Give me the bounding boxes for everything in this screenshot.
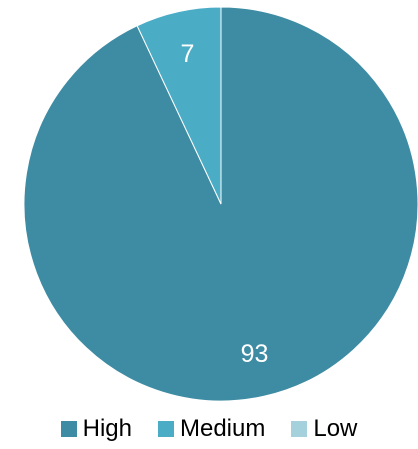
data-label-medium: 7 [181, 40, 195, 68]
legend-label-medium: Medium [179, 415, 266, 442]
pie-slice-medium [136, 6, 222, 205]
legend-item-high: High [60, 415, 132, 443]
legend-item-medium: Medium [157, 415, 266, 443]
legend: High Medium Low [0, 415, 418, 443]
legend-label-low: Low [313, 415, 358, 442]
legend-swatch-medium [157, 421, 174, 437]
pie-plot-area: 93 7 [23, 6, 418, 402]
legend-label-high: High [82, 415, 132, 442]
legend-swatch-high [60, 421, 77, 437]
legend-swatch-low [291, 421, 308, 437]
legend-item-low: Low [291, 415, 357, 443]
data-label-high: 93 [241, 340, 269, 368]
